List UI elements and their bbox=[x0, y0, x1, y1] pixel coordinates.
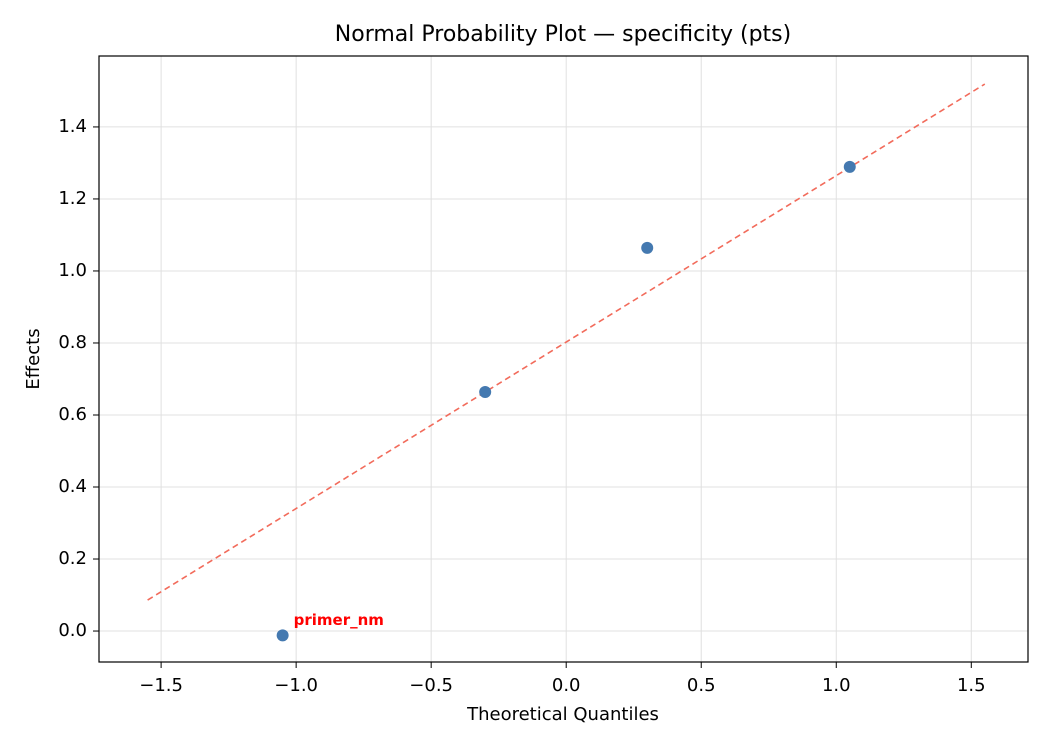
y-axis-label: Effects bbox=[23, 328, 44, 389]
x-tick-label: 1.0 bbox=[822, 675, 851, 696]
x-tick-label: −1.5 bbox=[139, 675, 183, 696]
x-tick-label: 0.5 bbox=[687, 675, 716, 696]
y-tick-label: 0.2 bbox=[58, 548, 87, 569]
x-tick-label: −0.5 bbox=[409, 675, 453, 696]
reference-line bbox=[147, 83, 986, 601]
annotation: primer_nm bbox=[294, 611, 384, 629]
chart-title: Normal Probability Plot — specificity (p… bbox=[335, 22, 791, 47]
x-tick-label: −1.0 bbox=[274, 675, 318, 696]
y-tick-label: 0.6 bbox=[58, 404, 87, 425]
x-tick-label: 0.0 bbox=[552, 675, 581, 696]
y-tick-label: 0.0 bbox=[58, 620, 87, 641]
x-tick-label: 1.5 bbox=[957, 675, 986, 696]
plot-frame bbox=[98, 55, 1029, 663]
y-tick-label: 1.2 bbox=[58, 188, 87, 209]
data-point bbox=[479, 385, 492, 398]
data-point bbox=[641, 241, 654, 254]
grid-layer: −1.5 −1.0 −0.5 0.0 0.5 1.0 1.5 0.0 0.2 0.4 0.6 0.8 1… bbox=[58, 56, 1028, 696]
y-tick-label: 0.8 bbox=[58, 332, 87, 353]
x-axis-label: Theoretical Quantiles bbox=[466, 704, 659, 725]
y-tick-label: 0.4 bbox=[58, 476, 87, 497]
data-point bbox=[843, 160, 856, 173]
y-tick-label: 1.0 bbox=[58, 260, 87, 281]
data-point bbox=[276, 629, 289, 642]
y-tick-label: 1.4 bbox=[58, 116, 87, 137]
data-layer: primer_nm bbox=[147, 83, 986, 642]
